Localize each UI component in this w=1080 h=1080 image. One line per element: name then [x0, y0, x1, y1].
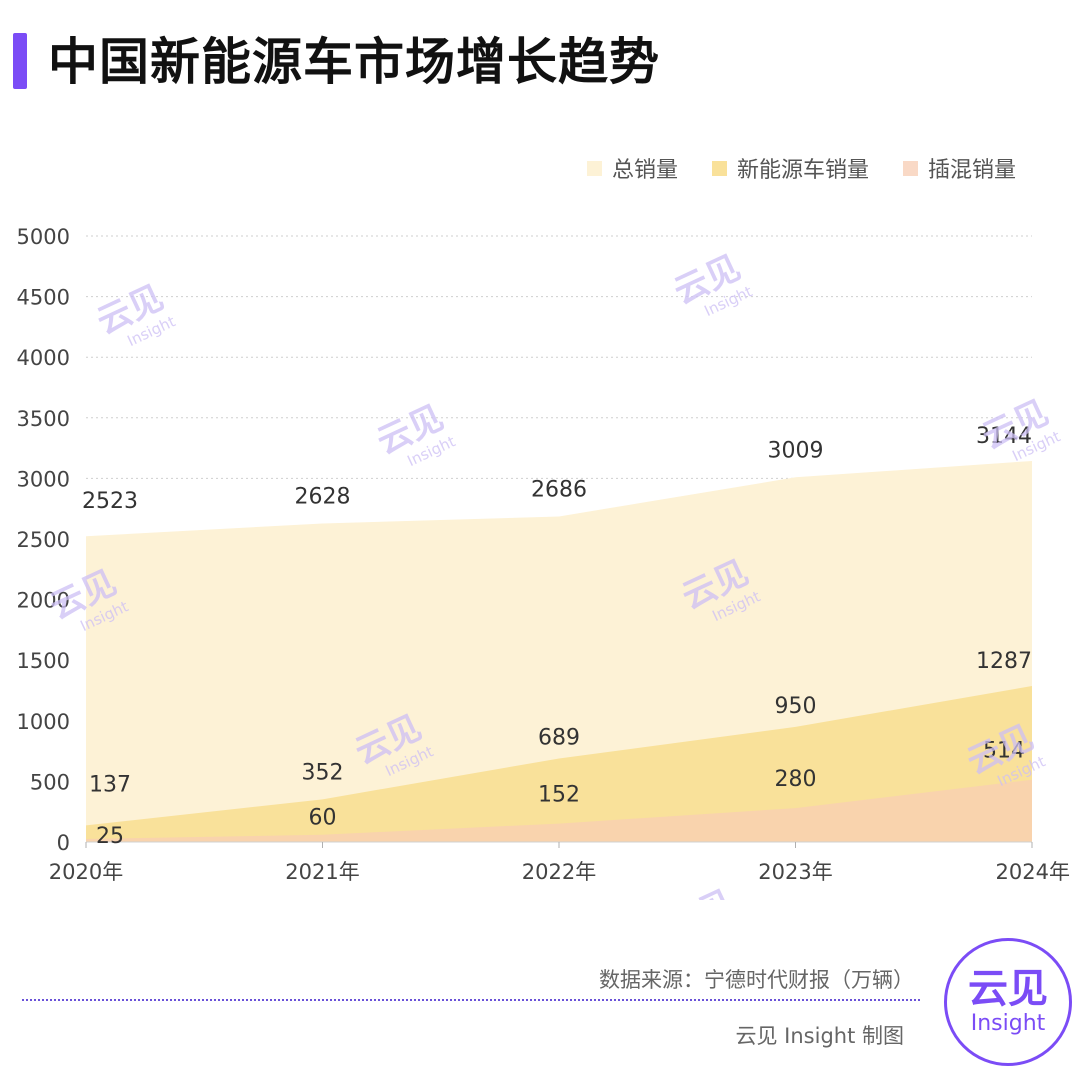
- y-tick-label: 3500: [17, 407, 70, 431]
- area-phev-sales: [86, 779, 1032, 842]
- legend-label-total: 总销量: [611, 158, 678, 183]
- y-tick-label: 3000: [17, 467, 70, 491]
- data-label-phev: 280: [775, 767, 817, 792]
- legend-swatch-nev: [711, 160, 727, 176]
- data-label-phev: 25: [96, 824, 124, 849]
- y-tick-label: 4500: [17, 286, 70, 310]
- data-source: 数据来源：宁德时代财报（万辆）: [599, 968, 914, 992]
- x-tick-label: 2024年: [996, 860, 1070, 884]
- legend-label-nev: 新能源车销量: [736, 158, 869, 183]
- data-label-nev: 950: [775, 694, 817, 719]
- footer-divider: [22, 999, 920, 1001]
- brand-logo: 云见 Insight: [944, 938, 1072, 1066]
- legend-item-nev: 新能源车销量: [711, 152, 869, 184]
- data-label-nev: 137: [89, 772, 131, 797]
- y-tick-label: 2500: [17, 528, 70, 552]
- data-label-phev: 152: [538, 783, 580, 808]
- data-label-phev: 514: [983, 739, 1025, 764]
- area-chart: 0 500 1000 1500 2000 2500 3000 3500 4000 4500 5000…: [17, 225, 1070, 900]
- y-tick-label: 4000: [17, 346, 70, 370]
- title-accent-bar: [13, 33, 27, 89]
- y-tick-label: 1500: [17, 649, 70, 673]
- x-tick-label: 2020年: [49, 860, 123, 884]
- area-nev-sales: [86, 686, 1032, 842]
- data-label-total: 2628: [295, 484, 351, 509]
- data-label-total: 3144: [976, 424, 1032, 449]
- legend-item-total: 总销量: [586, 152, 678, 184]
- logo-text-en: Insight: [970, 1011, 1046, 1036]
- x-tick-label: 2021年: [285, 860, 359, 884]
- x-tick-label: 2023年: [758, 860, 832, 884]
- legend-label-phev: 插混销量: [927, 158, 1016, 183]
- chart-title: 中国新能源车市场增长趋势: [48, 33, 660, 91]
- data-label-nev: 1287: [976, 649, 1032, 674]
- y-tick-label: 0: [57, 831, 70, 855]
- legend-swatch-phev: [902, 160, 918, 176]
- y-tick-label: 500: [30, 770, 70, 794]
- chart-credit: 云见 Insight 制图: [735, 1024, 904, 1048]
- data-label-total: 2686: [531, 477, 587, 502]
- data-label-nev: 689: [538, 725, 580, 750]
- legend-item-phev: 插混销量: [902, 152, 1016, 184]
- logo-text-cn: 云见: [968, 966, 1048, 1012]
- y-tick-label: 5000: [17, 225, 70, 249]
- data-label-nev: 352: [302, 760, 344, 785]
- legend: 总销量 新能源车销量 插混销量: [586, 152, 1016, 184]
- data-label-phev: 60: [309, 806, 337, 831]
- data-label-total: 2523: [82, 489, 138, 514]
- legend-swatch-total: [586, 160, 602, 176]
- y-tick-label: 2000: [17, 589, 70, 613]
- x-tick-label: 2022年: [522, 860, 596, 884]
- watermark-text-cn: 云见: [661, 883, 740, 900]
- data-label-total: 3009: [768, 438, 824, 463]
- y-tick-label: 1000: [17, 710, 70, 734]
